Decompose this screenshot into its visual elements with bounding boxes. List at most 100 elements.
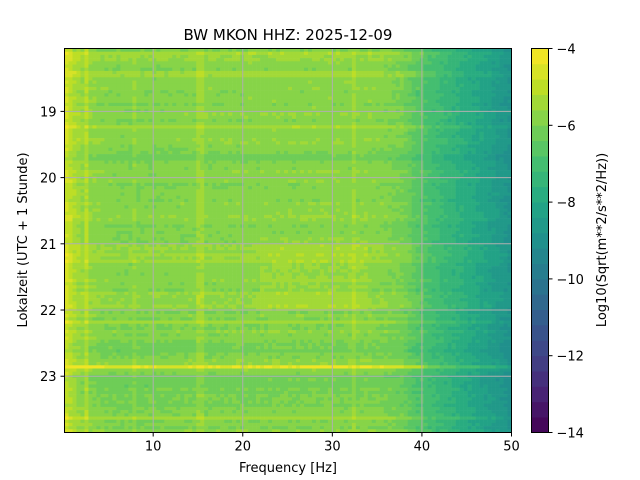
heatmap-cell <box>196 125 201 129</box>
heatmap-cell <box>435 144 440 148</box>
heatmap-cell <box>120 106 125 110</box>
heatmap-cell <box>315 106 321 110</box>
heatmap-cell <box>391 182 397 187</box>
heatmap-cell <box>68 67 73 72</box>
heatmap-cell <box>188 160 193 164</box>
heatmap-cell <box>387 134 393 139</box>
heatmap-cell <box>475 48 480 52</box>
heatmap-cell <box>288 86 293 91</box>
heatmap-cell <box>363 99 369 104</box>
heatmap-cell <box>228 77 233 81</box>
heatmap-cell <box>184 160 189 164</box>
heatmap-cell <box>168 83 173 88</box>
heatmap-cell <box>152 93 157 97</box>
heatmap-cell <box>64 128 69 132</box>
heatmap-cell <box>64 106 69 110</box>
heatmap-cell <box>311 170 317 174</box>
heatmap-cell <box>471 67 476 72</box>
heatmap-cell <box>327 141 333 145</box>
heatmap-cell <box>407 58 413 62</box>
heatmap-cell <box>331 166 337 171</box>
heatmap-cell <box>443 179 448 184</box>
heatmap-cell <box>319 51 325 56</box>
heatmap-cell <box>323 106 329 110</box>
heatmap-cell <box>443 163 448 168</box>
heatmap-cell <box>120 112 125 116</box>
heatmap-cell <box>319 125 325 129</box>
heatmap-cell <box>327 61 333 65</box>
heatmap-cell <box>339 173 345 177</box>
heatmap-cell <box>108 106 113 110</box>
heatmap-cell <box>284 64 289 68</box>
heatmap-cell <box>475 147 480 152</box>
heatmap-cell <box>220 189 225 193</box>
heatmap-cell <box>319 96 325 100</box>
heatmap-cell <box>64 189 69 193</box>
heatmap-cell <box>100 128 105 132</box>
heatmap-cell <box>268 150 273 155</box>
heatmap-cell <box>196 189 201 193</box>
heatmap-cell <box>200 147 205 152</box>
heatmap-cell <box>264 176 269 180</box>
heatmap-cell <box>351 115 357 120</box>
heatmap-cell <box>88 96 93 100</box>
heatmap-cell <box>280 106 285 110</box>
heatmap-cell <box>315 70 321 75</box>
heatmap-cell <box>295 122 301 126</box>
heatmap-cell <box>80 118 85 123</box>
heatmap-cell <box>399 112 405 116</box>
heatmap-cell <box>112 67 117 72</box>
heatmap-cell <box>355 122 361 126</box>
heatmap-cell <box>431 83 436 88</box>
heatmap-cell <box>475 61 480 65</box>
heatmap-cell <box>495 144 500 148</box>
heatmap-cell <box>276 160 281 164</box>
heatmap-cell <box>144 176 149 180</box>
heatmap-cell <box>455 70 460 75</box>
heatmap-cell <box>291 176 297 180</box>
heatmap-cell <box>232 80 237 84</box>
heatmap-cell <box>168 115 173 120</box>
heatmap-cell <box>399 51 405 56</box>
heatmap-cell <box>307 96 313 100</box>
heatmap-cell <box>307 141 313 145</box>
heatmap-cell <box>284 166 289 171</box>
heatmap-cell <box>88 134 93 139</box>
heatmap-cell <box>132 125 137 129</box>
heatmap-cell <box>220 138 225 142</box>
heatmap-cell <box>387 112 393 116</box>
heatmap-cell <box>248 131 253 136</box>
heatmap-cell <box>260 54 265 59</box>
heatmap-cell <box>371 186 377 190</box>
heatmap-cell <box>491 154 496 158</box>
heatmap-cell <box>228 48 233 52</box>
heatmap-cell <box>172 141 177 145</box>
heatmap-cell <box>108 125 113 129</box>
heatmap-cell <box>144 144 149 148</box>
heatmap-cell <box>375 134 381 139</box>
heatmap-cell <box>260 179 265 184</box>
heatmap-cell <box>192 125 197 129</box>
heatmap-cell <box>112 160 117 164</box>
heatmap-cell <box>168 58 173 62</box>
heatmap-cell <box>108 179 113 184</box>
heatmap-cell <box>136 67 141 72</box>
heatmap-cell <box>295 112 301 116</box>
heatmap-cell <box>367 144 373 148</box>
heatmap-cell <box>411 147 417 152</box>
heatmap-cell <box>363 144 369 148</box>
heatmap-cell <box>100 141 105 145</box>
heatmap-cell <box>140 170 145 174</box>
heatmap-cell <box>148 131 153 136</box>
heatmap-cell <box>483 112 488 116</box>
heatmap-cell <box>347 74 353 78</box>
heatmap-cell <box>391 186 397 190</box>
heatmap-cell <box>160 93 165 97</box>
heatmap-cell <box>315 176 321 180</box>
heatmap-cell <box>248 83 253 88</box>
heatmap-cell <box>495 122 500 126</box>
heatmap-cell <box>483 86 488 91</box>
heatmap-cell <box>479 67 484 72</box>
heatmap-cell <box>88 48 93 52</box>
heatmap-cell <box>184 106 189 110</box>
